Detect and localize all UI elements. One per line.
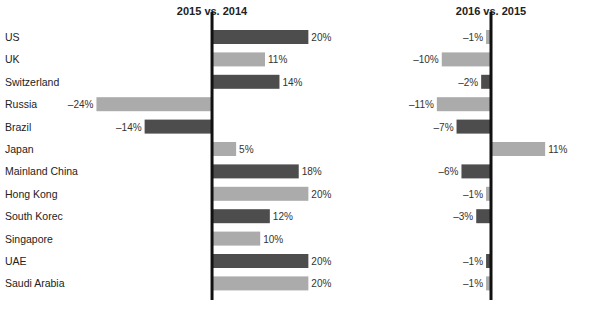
data-label: –3% [453, 211, 473, 222]
data-label: –11% [409, 99, 434, 110]
bar [212, 187, 308, 201]
bar [457, 120, 491, 134]
data-label: 20% [311, 32, 331, 43]
data-label: –1% [463, 256, 483, 267]
bar [96, 97, 212, 111]
data-label: 11% [548, 144, 567, 155]
category-label: Singapore [5, 233, 53, 245]
data-label: –24% [68, 99, 94, 110]
bar [212, 142, 236, 156]
zero-axis [211, 12, 214, 300]
data-label: 11% [268, 54, 287, 65]
data-label: 20% [311, 189, 331, 200]
data-label: –14% [116, 122, 142, 133]
bar [145, 120, 212, 134]
bar [476, 209, 491, 223]
data-label: –1% [463, 278, 483, 289]
category-label: Mainland China [5, 165, 78, 177]
chart-root: 2015 vs. 2014US20%UK11%Switzerland14%Rus… [0, 0, 592, 309]
data-label: 20% [311, 278, 331, 289]
data-label: 20% [311, 256, 331, 267]
bar [442, 52, 491, 66]
bars [96, 30, 308, 290]
data-label: 18% [302, 166, 322, 177]
data-label: 5% [239, 144, 254, 155]
data-label: –6% [438, 166, 458, 177]
data-label: –1% [463, 189, 483, 200]
category-label: South Korec [5, 210, 63, 222]
category-label: UAE [5, 255, 27, 267]
data-label: –10% [413, 54, 439, 65]
category-label: Japan [5, 143, 34, 155]
bar [212, 52, 265, 66]
bar [212, 276, 308, 290]
bar [212, 232, 260, 246]
category-label: UK [5, 53, 20, 65]
category-label: Hong Kong [5, 188, 58, 200]
data-label: –7% [434, 122, 454, 133]
bar [212, 30, 308, 44]
bar [491, 142, 545, 156]
data-label: 12% [273, 211, 293, 222]
data-label: –1% [463, 32, 483, 43]
data-label: 10% [263, 234, 283, 245]
bar [212, 164, 299, 178]
category-label: Russia [5, 98, 37, 110]
bar [212, 209, 270, 223]
bar [461, 164, 491, 178]
bar [437, 97, 491, 111]
zero-axis [490, 12, 493, 300]
bar [212, 254, 308, 268]
bar [212, 75, 279, 89]
data-label: 14% [282, 77, 302, 88]
category-label: Switzerland [5, 76, 59, 88]
category-label: Brazil [5, 121, 31, 133]
category-label: US [5, 31, 20, 43]
data-label: –2% [458, 77, 478, 88]
category-label: Saudi Arabia [5, 277, 65, 289]
